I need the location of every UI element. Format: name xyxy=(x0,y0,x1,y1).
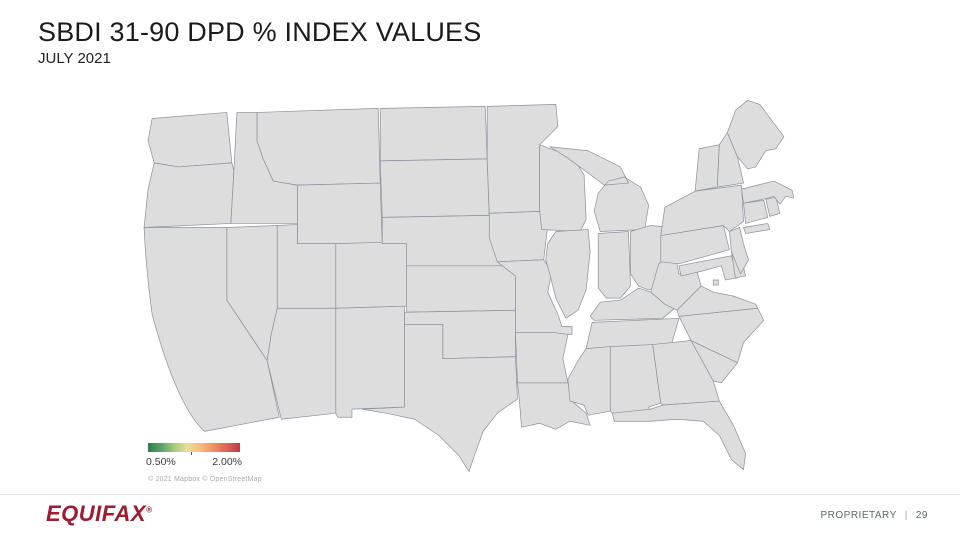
state-iowa[interactable] xyxy=(488,210,549,263)
map-legend: 0.50% 2.00% xyxy=(146,443,242,468)
state-shapes xyxy=(143,99,794,473)
legend-min-label: 0.50% xyxy=(146,456,176,468)
state-wyoming[interactable] xyxy=(297,182,383,245)
footer-meta: PROPRIETARY | 29 xyxy=(821,510,929,521)
state-washington[interactable] xyxy=(147,112,233,168)
page-number: 29 xyxy=(915,510,928,521)
legend-max-label: 2.00% xyxy=(212,456,242,468)
state-massachusetts[interactable] xyxy=(741,180,794,205)
state-texas[interactable] xyxy=(361,324,518,473)
state-indiana[interactable] xyxy=(597,231,631,299)
state-arizona[interactable] xyxy=(266,307,337,420)
state-new-jersey[interactable] xyxy=(729,227,749,275)
state-rhode-island[interactable] xyxy=(765,196,781,217)
registered-trademark-icon: ® xyxy=(146,505,153,515)
title-block: SBDI 31-90 DPD % INDEX VALUES JULY 2021 xyxy=(38,16,481,67)
map-attribution: © 2021 Mapbox © OpenStreetMap xyxy=(148,476,262,483)
equifax-wordmark: EQUIFAX xyxy=(46,501,147,526)
proprietary-label: PROPRIETARY xyxy=(820,510,897,521)
state-montana[interactable] xyxy=(256,108,381,186)
map-canvas xyxy=(143,99,794,473)
state-maine[interactable] xyxy=(727,99,785,170)
state-alabama[interactable] xyxy=(609,344,662,416)
equifax-logo: EQUIFAX® xyxy=(46,501,152,527)
state-arkansas[interactable] xyxy=(515,332,569,384)
state-kansas[interactable] xyxy=(406,265,516,313)
page-subtitle: JULY 2021 xyxy=(38,50,111,67)
page-title: SBDI 31-90 DPD % INDEX VALUES xyxy=(38,17,482,47)
footer-divider xyxy=(0,494,960,495)
us-choropleth-map: 0.50% 2.00% © 2021 Mapbox © OpenStreetMa… xyxy=(138,92,794,490)
state-illinois[interactable] xyxy=(545,229,591,319)
state-colorado[interactable] xyxy=(335,241,409,309)
state-north-dakota[interactable] xyxy=(379,106,488,162)
state-connecticut[interactable] xyxy=(743,199,769,224)
state-california[interactable] xyxy=(143,227,280,432)
state-new-york[interactable] xyxy=(660,184,771,236)
state-district-of-columbia[interactable] xyxy=(712,279,719,286)
state-virginia[interactable] xyxy=(676,285,759,317)
state-south-dakota[interactable] xyxy=(379,158,490,218)
state-michigan[interactable] xyxy=(549,146,650,232)
state-new-mexico[interactable] xyxy=(335,305,405,418)
state-florida[interactable] xyxy=(611,400,746,471)
footer-separator: | xyxy=(904,510,908,521)
state-oregon[interactable] xyxy=(143,162,235,228)
legend-gradient xyxy=(148,443,240,455)
state-vermont[interactable] xyxy=(694,144,720,192)
legend-tick xyxy=(191,452,193,455)
